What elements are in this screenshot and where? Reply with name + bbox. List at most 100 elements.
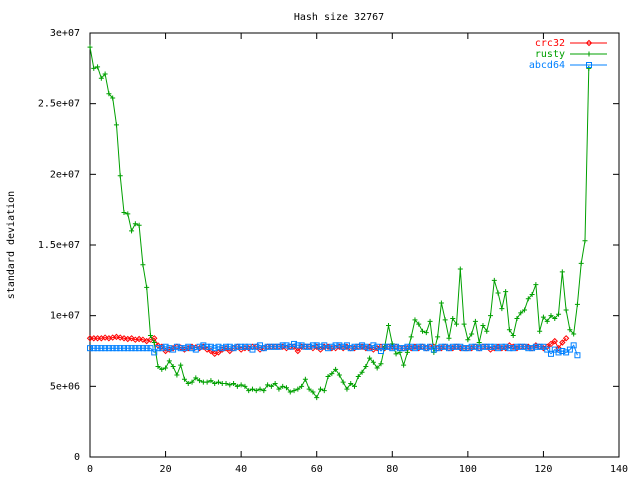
- y-tick-label: 5e+06: [50, 381, 80, 392]
- data-point-abcd64: [506, 345, 513, 352]
- data-point-abcd64: [468, 343, 475, 350]
- x-tick-label: 40: [235, 464, 247, 475]
- data-point-rusty: [215, 379, 221, 385]
- data-point-rusty: [321, 388, 327, 394]
- data-point-rusty: [412, 317, 418, 323]
- y-tick-label: 3e+07: [50, 28, 80, 39]
- data-point-abcd64: [317, 343, 324, 350]
- data-point-abcd64: [302, 343, 309, 350]
- data-point-abcd64: [340, 343, 347, 350]
- data-point-abcd64: [219, 345, 226, 352]
- data-point-rusty: [491, 277, 497, 283]
- data-point-abcd64: [408, 343, 415, 350]
- data-point-rusty: [438, 300, 444, 306]
- data-point-rusty: [310, 389, 316, 395]
- data-point-rusty: [242, 383, 248, 389]
- data-point-rusty: [110, 95, 116, 101]
- data-point-rusty: [329, 371, 335, 377]
- data-point-abcd64: [196, 343, 203, 350]
- data-point-rusty: [574, 301, 580, 307]
- legend-label-crc32: crc32: [535, 38, 565, 49]
- data-point-rusty: [548, 313, 554, 319]
- data-point-abcd64: [155, 345, 162, 352]
- data-point-crc32: [547, 340, 555, 348]
- data-point-rusty: [98, 75, 104, 81]
- data-point-rusty: [276, 386, 282, 392]
- data-point-rusty: [499, 306, 505, 312]
- data-point-rusty: [272, 381, 278, 387]
- data-point-rusty: [302, 376, 308, 382]
- data-point-rusty: [340, 379, 346, 385]
- data-point-crc32: [135, 335, 143, 343]
- data-point-abcd64: [393, 343, 400, 350]
- data-point-rusty: [113, 122, 119, 128]
- data-point-rusty: [344, 386, 350, 392]
- data-point-abcd64: [87, 345, 93, 352]
- data-point-abcd64: [136, 345, 143, 352]
- data-point-rusty: [401, 362, 407, 368]
- data-point-abcd64: [336, 342, 343, 349]
- data-point-abcd64: [313, 342, 320, 349]
- data-point-rusty: [223, 381, 229, 387]
- data-point-rusty: [204, 379, 210, 385]
- data-point-rusty: [370, 359, 376, 365]
- data-point-abcd64: [291, 340, 298, 347]
- data-point-rusty: [306, 386, 312, 392]
- data-point-rusty: [144, 284, 150, 290]
- data-point-rusty: [155, 364, 161, 370]
- plot-frame: [89, 32, 620, 458]
- data-point-abcd64: [253, 343, 260, 350]
- data-point-abcd64: [510, 345, 517, 352]
- data-point-abcd64: [472, 343, 479, 350]
- data-point-abcd64: [351, 343, 358, 350]
- data-point-abcd64: [374, 343, 381, 350]
- data-point-abcd64: [147, 345, 154, 352]
- data-point-crc32: [294, 347, 302, 355]
- data-point-abcd64: [260, 345, 267, 352]
- data-point-rusty: [299, 383, 305, 389]
- data-point-abcd64: [400, 345, 407, 352]
- data-point-rusty: [174, 372, 180, 378]
- y-tick-label: 1e+07: [50, 311, 80, 322]
- data-point-abcd64: [105, 345, 112, 352]
- data-point-rusty: [325, 373, 331, 379]
- data-point-abcd64: [570, 342, 577, 349]
- data-point-abcd64: [204, 343, 211, 350]
- data-point-rusty: [234, 383, 240, 389]
- data-point-rusty: [197, 378, 203, 384]
- data-point-rusty: [363, 364, 369, 370]
- data-point-rusty: [181, 376, 187, 382]
- data-point-abcd64: [449, 343, 456, 350]
- data-point-abcd64: [483, 343, 490, 350]
- data-point-abcd64: [476, 345, 483, 352]
- data-point-crc32: [562, 335, 570, 342]
- data-point-rusty: [268, 383, 274, 389]
- data-point-abcd64: [298, 342, 305, 349]
- data-point-crc32: [317, 346, 324, 353]
- data-point-rusty: [465, 337, 471, 343]
- data-point-abcd64: [442, 343, 449, 350]
- data-point-rusty: [506, 327, 512, 333]
- data-point-abcd64: [513, 343, 520, 350]
- data-point-rusty: [352, 383, 357, 389]
- data-point-rusty: [393, 351, 399, 357]
- series-rusty: [87, 44, 592, 401]
- data-point-abcd64: [453, 343, 460, 350]
- data-point-rusty: [291, 388, 297, 394]
- data-point-abcd64: [445, 345, 452, 352]
- data-point-rusty: [563, 307, 569, 313]
- data-point-crc32: [139, 336, 147, 343]
- data-point-abcd64: [90, 345, 97, 352]
- data-point-rusty: [257, 386, 263, 392]
- data-point-abcd64: [328, 343, 335, 350]
- data-point-rusty: [537, 328, 543, 334]
- data-point-crc32: [117, 334, 124, 341]
- data-point-abcd64: [102, 345, 109, 352]
- legend-marker-abcd64: [586, 62, 592, 68]
- y-tick-label: 2e+07: [50, 169, 80, 180]
- data-point-rusty: [151, 340, 157, 346]
- data-point-abcd64: [238, 343, 245, 350]
- data-point-rusty: [129, 228, 135, 234]
- data-point-abcd64: [544, 346, 551, 353]
